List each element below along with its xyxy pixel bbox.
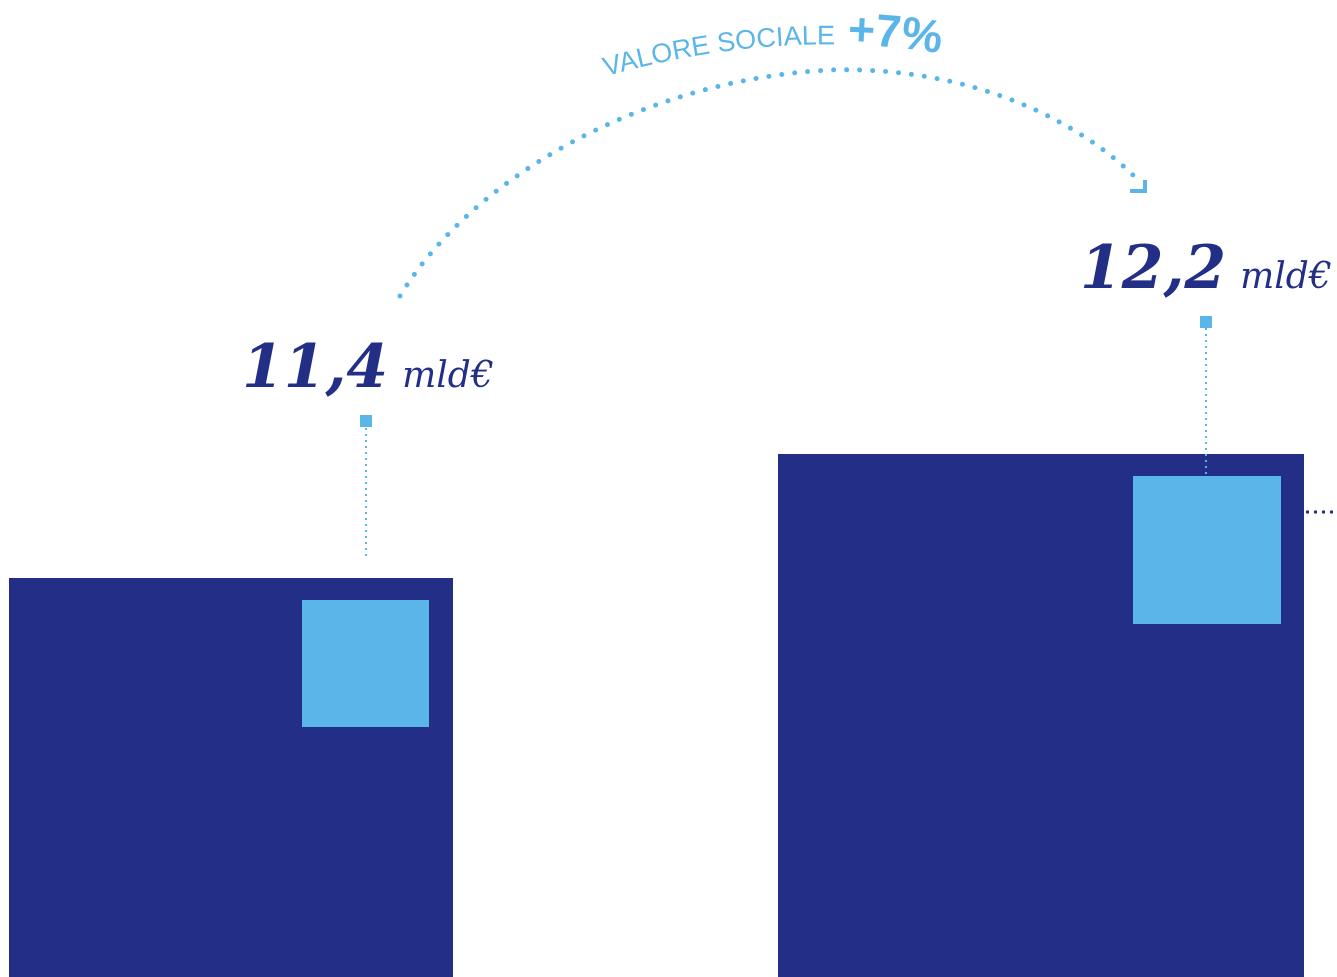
value-number-1: 11,4: [242, 332, 388, 402]
growth-arrowhead: [1130, 180, 1147, 193]
value-marker-1: [360, 415, 372, 427]
growth-label: VALORE SOCIALE: [600, 20, 836, 82]
value-marker-2: [1200, 316, 1212, 328]
value-label-1: 11,4 mld€: [242, 332, 494, 402]
growth-change: +7%: [847, 3, 946, 63]
bars-layer: [9, 316, 1304, 977]
value-unit-1: mld€: [402, 355, 494, 396]
value-label-2: 12,2 mld€: [1080, 233, 1332, 303]
growth-arc: [397, 67, 1143, 299]
value-unit-2: mld€: [1240, 256, 1332, 297]
bar-accent-square-1: [302, 600, 429, 727]
bar-accent-square-2: [1133, 476, 1281, 624]
value-number-2: 12,2: [1080, 233, 1226, 303]
growth-annotation: VALORE SOCIALE +7%: [600, 3, 946, 82]
